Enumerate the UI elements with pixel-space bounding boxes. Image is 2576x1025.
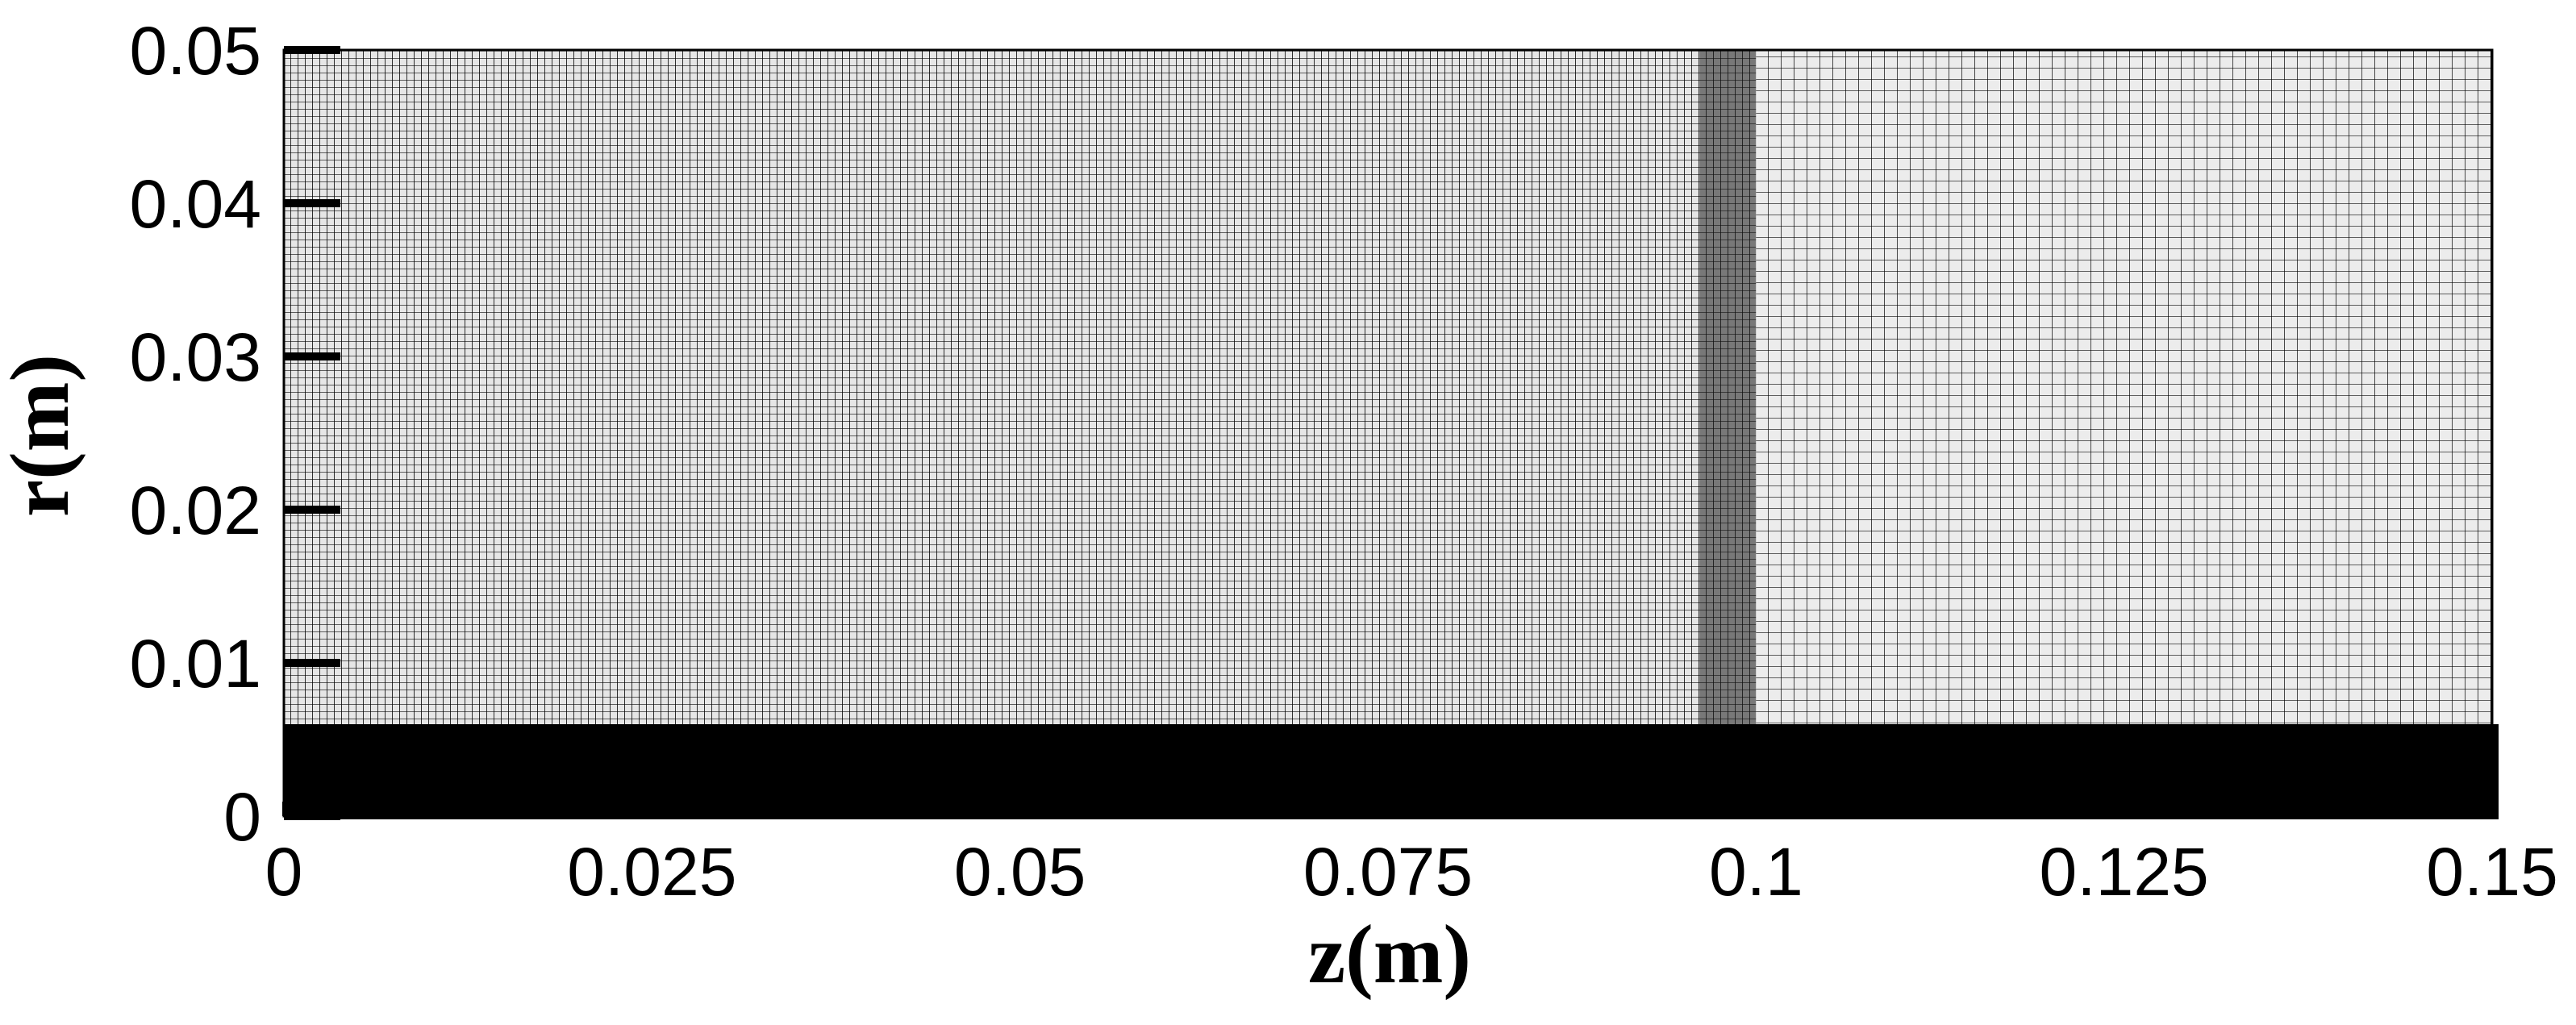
y-tick-label: 0.03 [130,319,262,395]
plot-area [282,48,2499,819]
dense-mesh-band [284,724,2499,819]
y-tick-label: 0 [223,779,261,855]
y-axis: 0 0.01 0.02 0.03 0.04 0.05 [130,13,340,855]
x-axis-label: z(m) [1308,908,1471,1001]
y-axis-label: r(m) [0,354,86,517]
x-tick-label: 0.125 [2040,834,2209,910]
x-tick-label: 0.15 [2426,834,2558,910]
y-tick-label: 0.04 [130,166,262,242]
coarse-mesh-region [1756,50,2492,724]
mesh-transition-zone [1699,50,1757,724]
x-tick-label: 0.05 [954,834,1086,910]
fine-mesh-region [284,50,1757,724]
y-tick-label: 0.05 [130,13,262,89]
y-tick-label: 0.02 [130,473,262,548]
x-tick-label: 0.1 [1709,834,1803,910]
x-axis: 0 0.025 0.05 0.075 0.1 0.125 0.15 [265,802,2558,910]
x-tick-label: 0 [265,834,303,910]
x-tick-label: 0.025 [567,834,736,910]
x-tick-label: 0.075 [1303,834,1473,910]
y-tick-label: 0.01 [130,626,262,702]
